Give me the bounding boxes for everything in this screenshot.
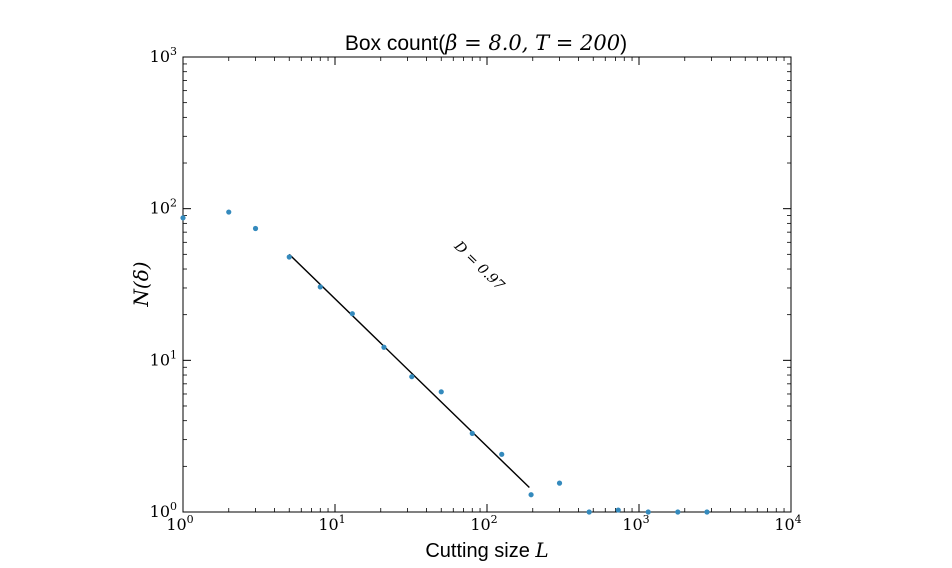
x-tick-label-exponent: 1 — [339, 513, 346, 526]
data-point — [381, 344, 387, 350]
data-point — [499, 451, 505, 457]
data-point — [252, 225, 259, 232]
data-point — [180, 215, 186, 221]
y-tick-label-exponent: 2 — [170, 197, 177, 210]
chart-title-suffix: ) — [620, 32, 627, 55]
y-major-ticks — [183, 56, 791, 513]
y-tick-label-base: 10 — [150, 350, 170, 369]
x-tick-label-exponent: 3 — [643, 513, 650, 526]
data-point — [226, 209, 232, 215]
x-tick-label: 102 — [470, 513, 497, 534]
x-tick-label-exponent: 4 — [795, 513, 802, 526]
y-tick-label-base: 10 — [150, 47, 170, 66]
x-tick-label-base: 10 — [774, 515, 794, 534]
x-tick-label: 101 — [318, 513, 345, 534]
data-point — [317, 284, 323, 290]
y-tick-label-exponent: 3 — [170, 45, 177, 58]
x-tick-label-base: 10 — [318, 515, 338, 534]
x-tick-label: 104 — [774, 513, 801, 534]
x-tick-label-exponent: 0 — [187, 513, 194, 526]
y-minor-ticks — [183, 63, 791, 467]
x-tick-label-base: 10 — [470, 515, 490, 534]
x-axis-label-text: Cutting size — [425, 540, 535, 562]
x-tick-label-base: 10 — [622, 515, 642, 534]
x-tick-label: 103 — [622, 513, 649, 534]
y-tick-label-base: 10 — [150, 502, 170, 521]
fit-line — [288, 253, 530, 489]
y-tick-label: 103 — [150, 45, 177, 66]
data-point — [409, 374, 415, 380]
y-axis-label: N(δ) — [129, 261, 153, 307]
chart-title: Box count(β = 8.0, T = 200) — [345, 31, 627, 55]
data-point — [645, 509, 651, 515]
x-tick-label: 100 — [166, 513, 193, 534]
data-point — [704, 509, 710, 515]
y-tick-label: 102 — [150, 197, 177, 218]
data-point — [438, 389, 444, 395]
x-major-ticks — [182, 57, 792, 512]
chart-title-prefix: Box count( — [345, 32, 445, 55]
chart-title-math: β = 8.0, T = 200 — [444, 31, 620, 55]
y-tick-label-exponent: 1 — [170, 348, 177, 361]
data-point — [286, 254, 292, 260]
data-point — [469, 430, 475, 436]
x-axis-label-math: L — [534, 538, 548, 562]
x-axis-label: Cutting size L — [425, 538, 548, 562]
data-point — [556, 480, 563, 486]
y-tick-label: 100 — [150, 500, 177, 521]
y-tick-label: 101 — [150, 348, 177, 369]
data-point — [528, 492, 534, 498]
fit-line-group — [288, 253, 530, 489]
data-point — [349, 311, 355, 317]
data-point — [615, 507, 621, 513]
x-tick-label-base: 10 — [166, 515, 186, 534]
data-point — [586, 509, 592, 515]
scatter-points — [180, 209, 710, 515]
data-point — [675, 509, 681, 515]
y-tick-label-exponent: 0 — [170, 500, 177, 513]
x-tick-label-exponent: 2 — [491, 513, 498, 526]
plot-area-frame — [182, 56, 792, 513]
y-tick-label-base: 10 — [150, 199, 170, 218]
x-tick-labels: 100 101 102 103 104 — [166, 513, 801, 534]
x-minor-ticks — [228, 57, 785, 512]
